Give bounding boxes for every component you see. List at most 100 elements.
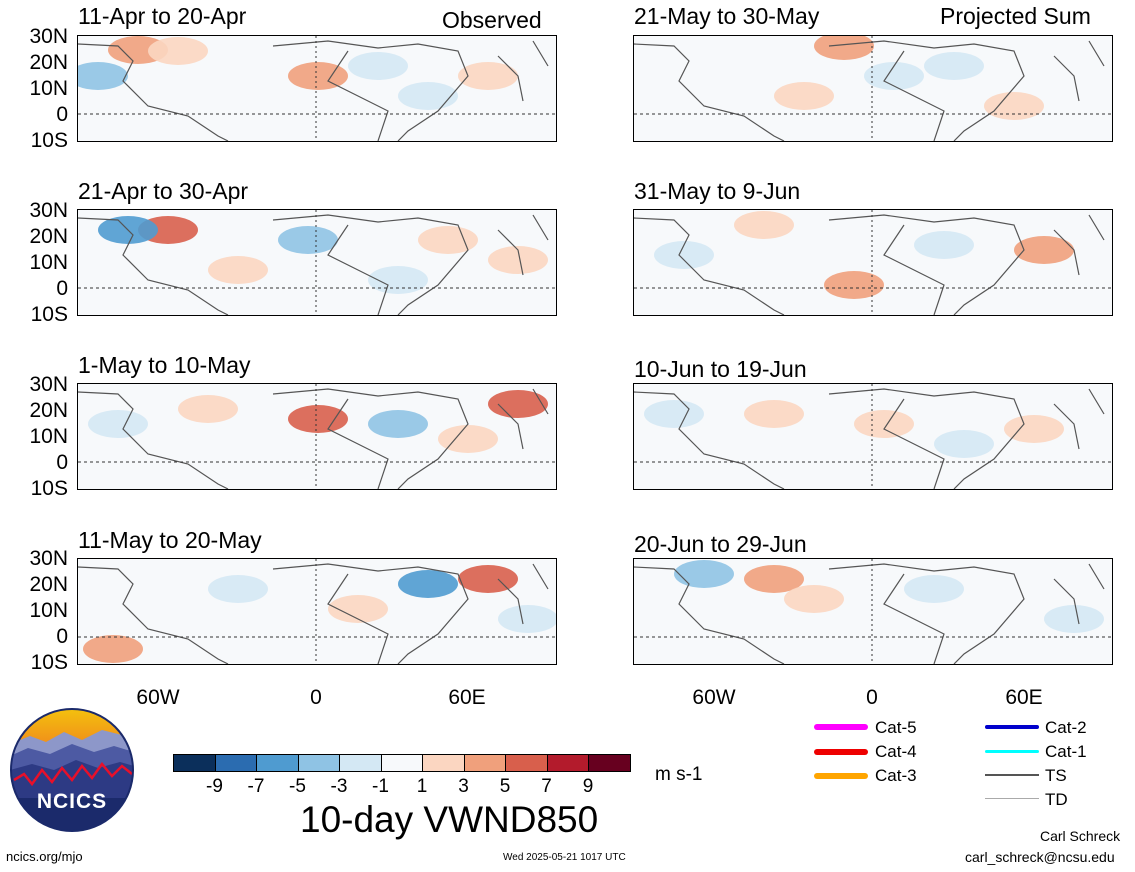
lon-label: 60W [136,686,180,709]
wind-anomaly-region [488,390,548,418]
map-panel [633,558,1113,665]
wind-anomaly-region [914,231,974,259]
wind-anomaly-region [924,52,984,80]
colorbar-box [588,754,631,772]
wind-anomaly-region [208,256,268,284]
colorbar-tick-label: -3 [330,776,348,797]
ncics-logo: NCICS [10,708,134,832]
legend-line-cat5 [814,724,868,730]
legend-line-cat1 [985,750,1039,753]
panel-title: 10-Jun to 19-Jun [634,356,807,382]
lat-label: 10S [30,477,68,500]
coastlines [78,563,549,664]
wind-anomaly-region [288,62,348,90]
wind-anomaly-region [178,395,238,423]
lat-label: 20N [29,399,68,422]
wind-anomaly-region [88,410,148,438]
wind-anomaly-region [208,575,268,603]
colorbar-units: m s-1 [655,764,703,785]
map-panel [77,383,557,490]
logo-text: NCICS [36,790,108,813]
panel-title: 11-May to 20-May [78,527,262,553]
wind-anomaly-region [398,82,458,110]
wind-anomaly-region [368,266,428,294]
coastlines [634,214,1105,315]
colorbar-box [297,754,340,772]
wind-anomaly-region [734,211,794,239]
colorbar-tick-label: -9 [206,776,223,797]
legend-line-cat3 [814,773,868,779]
lat-label: 20N [29,225,68,248]
lat-label: 10N [29,599,68,622]
wind-anomaly-region [458,62,518,90]
wind-anomaly-region [864,62,924,90]
coastlines [78,214,549,315]
footer-email[interactable]: carl_schreck@ncsu.edu [965,849,1115,865]
wind-anomaly-region [288,405,348,433]
legend-line-ts [985,774,1039,776]
colorbar-box [505,754,548,772]
lat-label: 30N [29,547,68,570]
wind-anomaly-region [744,565,804,593]
panel-title: 20-Jun to 29-Jun [634,531,807,557]
wind-anomaly-region [934,430,994,458]
observed-header: Observed [442,7,542,33]
legend-label: Cat-3 [875,766,917,785]
colorbar-tick-label: 7 [541,776,552,797]
wind-anomaly-region [418,226,478,254]
lat-label: 30N [29,373,68,396]
panel-title: 21-Apr to 30-Apr [78,178,249,204]
map-panel [633,383,1113,490]
legend-label: TD [1045,790,1068,809]
legend-line-cat4 [814,749,868,755]
wind-anomaly-region [488,246,548,274]
lat-label: 30N [29,199,68,222]
wind-anomaly-region [328,595,388,623]
coastlines [78,40,549,141]
wind-anomaly-region [674,560,734,588]
colorbar-box [214,754,257,772]
wind-anomaly-region [398,570,458,598]
legend-label: Cat-5 [875,718,917,737]
colorbar-box [173,754,216,772]
colorbar-tick-label: 9 [582,776,594,797]
colorbar-tick-label: -7 [247,776,265,797]
lat-label: 20N [29,573,68,596]
lon-label: 60E [448,686,486,709]
legend-label: Cat-1 [1045,742,1087,761]
lat-label: 10S [30,651,68,674]
footer-url[interactable]: ncics.org/mjo [6,849,83,864]
footer-author: Carl Schreck [1040,828,1121,844]
lon-label: 60E [1005,686,1043,709]
lat-label: 10N [29,425,68,448]
lat-label: 20N [29,51,68,74]
panel-title: 31-May to 9-Jun [634,178,801,204]
projected-header: Projected Sum [940,3,1091,29]
coastlines [634,388,1105,489]
colorbar-tick-label: -5 [289,776,306,797]
map-panel [77,558,557,665]
wind-anomaly-region [904,575,964,603]
wind-anomaly-region [148,37,208,65]
footer-timestamp: Wed 2025-05-21 1017 UTC [503,852,626,863]
colorbar-tick-label: 1 [416,776,428,797]
wind-anomaly-region [1004,415,1064,443]
wind-anomaly-region [784,585,844,613]
map-panel [77,209,557,316]
colorbar-tick-label: 5 [499,776,511,797]
coastlines [78,388,549,489]
colorbar-box [339,754,382,772]
legend-line-cat2 [985,725,1039,729]
lat-label: 0 [56,103,68,126]
wind-anomaly-region [1044,605,1104,633]
lat-label: 10S [30,129,68,152]
wind-anomaly-region [1014,236,1074,264]
wind-anomaly-region [83,635,143,663]
wind-anomaly-region [774,82,834,110]
legend-label: TS [1045,766,1067,785]
coastlines [634,40,1105,141]
legend-label: Cat-4 [875,742,917,761]
lat-label: 10N [29,77,68,100]
lat-label: 10N [29,251,68,274]
lat-label: 10S [30,303,68,326]
